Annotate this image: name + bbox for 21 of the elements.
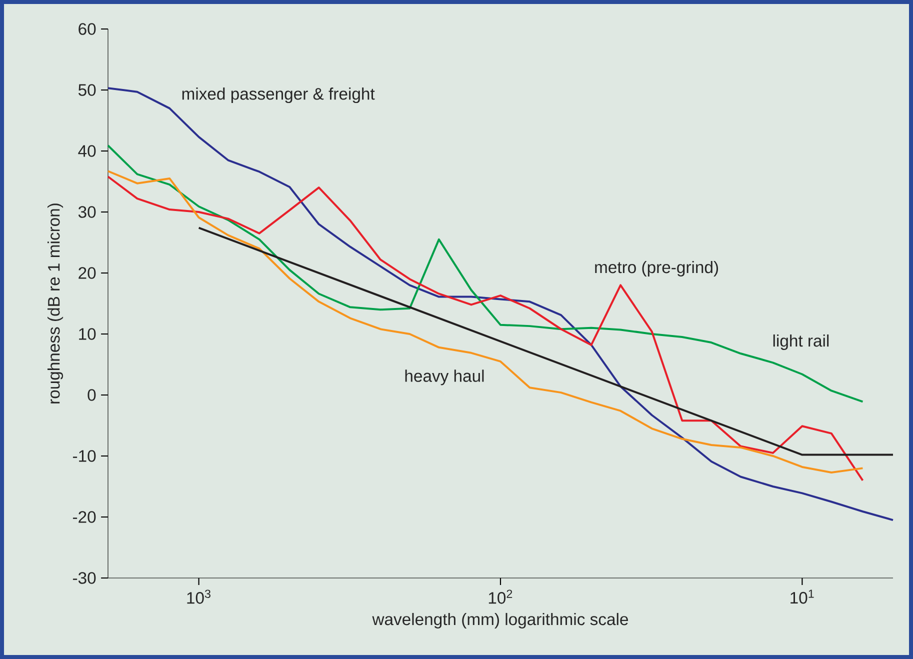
- y-tick-label: 20: [78, 267, 96, 279]
- y-tick-label: -30: [72, 572, 96, 584]
- y-tick-label: 50: [78, 84, 96, 96]
- y-tick-label: 10: [79, 328, 96, 340]
- series-label: metro (pre-grind): [595, 260, 718, 276]
- y-tick-label: -20: [72, 511, 96, 523]
- series-label: heavy haul: [405, 370, 484, 386]
- x-axis-title: wavelength (mm) logarithmic scale: [372, 612, 628, 628]
- series-label: mixed passenger & freight: [182, 88, 375, 104]
- x-tick-label: 10$^{2}$: [488, 590, 512, 604]
- y-tick-label: 40: [78, 145, 96, 157]
- x-tick-label: 10$^{3}$: [187, 590, 210, 604]
- line-series: [106, 87, 894, 522]
- y-tick-label: -10: [72, 450, 96, 462]
- x-tick-label: 10$^{1}$: [790, 590, 814, 604]
- y-tick-label: 60: [78, 23, 96, 35]
- y-tick-label: 30: [78, 206, 96, 218]
- series-label: light rail: [773, 334, 829, 350]
- y-tick-label: 0: [88, 389, 96, 401]
- line-series: [106, 144, 864, 403]
- y-axis-title: roughness (dB re 1 micron): [47, 204, 64, 404]
